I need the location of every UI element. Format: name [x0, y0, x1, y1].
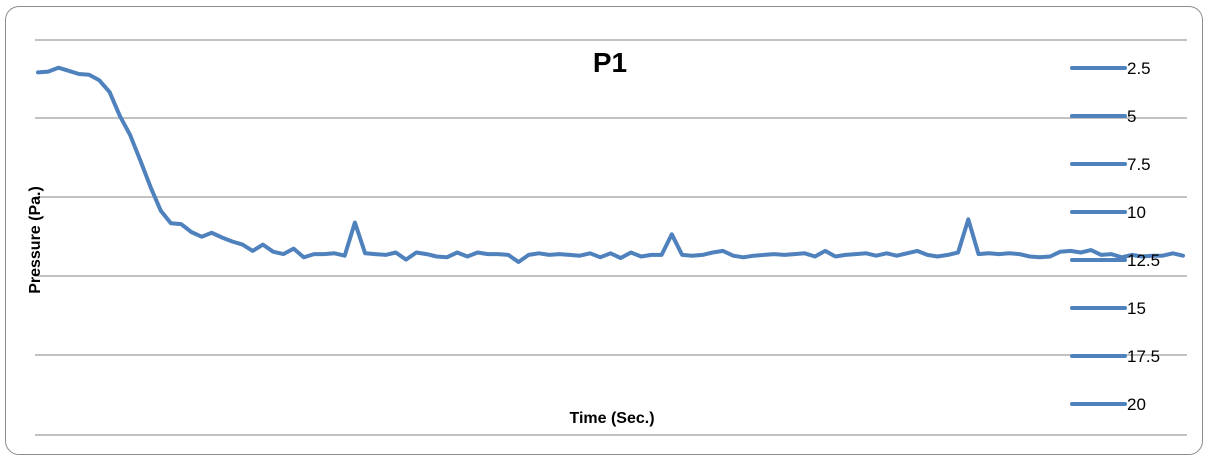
legend-item: 2.5 [1070, 59, 1151, 78]
chart-frame [5, 6, 1203, 455]
legend-label: 5 [1127, 107, 1136, 126]
legend-label: 17.5 [1127, 347, 1160, 366]
legend-label: 2.5 [1127, 59, 1151, 78]
legend-item: 20 [1070, 395, 1146, 414]
y-axis-title: Pressure (Pa.) [27, 186, 44, 294]
legend: 2.5 5 7.5 10 12.5 15 17.5 20 [1070, 59, 1160, 414]
series-group [36, 65, 1185, 264]
series-line [36, 65, 1185, 264]
legend-item: 5 [1070, 107, 1136, 126]
chart-title: P1 [593, 47, 627, 78]
legend-item: 10 [1070, 203, 1146, 222]
legend-item: 7.5 [1070, 155, 1151, 174]
x-axis-title: Time (Sec.) [569, 410, 654, 427]
legend-label: 12.5 [1127, 251, 1160, 270]
legend-label: 10 [1127, 203, 1146, 222]
legend-label: 15 [1127, 299, 1146, 318]
legend-label: 7.5 [1127, 155, 1151, 174]
gridlines [35, 39, 1187, 436]
legend-item: 12.5 [1070, 251, 1160, 270]
legend-label: 20 [1127, 395, 1146, 414]
legend-item: 15 [1070, 299, 1146, 318]
legend-item: 17.5 [1070, 347, 1160, 366]
